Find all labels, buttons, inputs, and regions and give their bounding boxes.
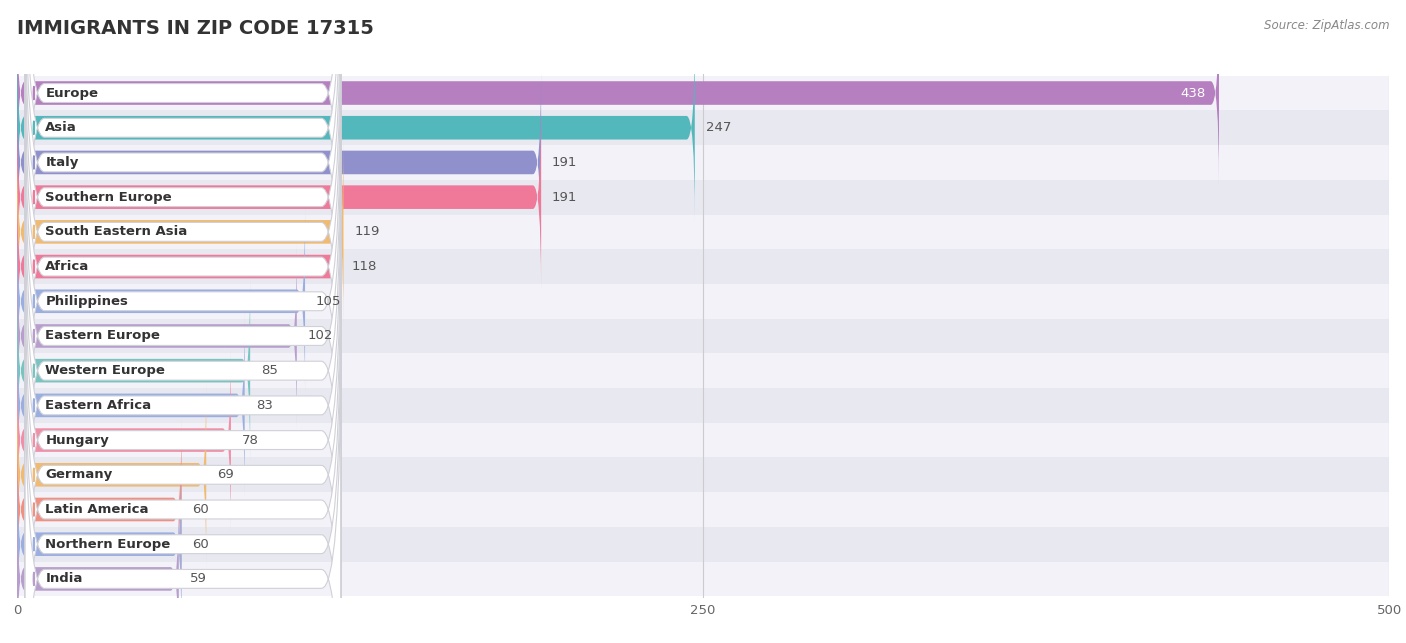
Text: Hungary: Hungary: [45, 433, 110, 447]
FancyBboxPatch shape: [25, 172, 340, 639]
Text: Eastern Africa: Eastern Africa: [45, 399, 152, 412]
FancyBboxPatch shape: [17, 180, 1389, 215]
FancyBboxPatch shape: [17, 145, 1389, 180]
Text: Asia: Asia: [45, 122, 77, 134]
Text: 119: 119: [354, 225, 380, 239]
Text: 78: 78: [242, 433, 259, 447]
Text: 438: 438: [1180, 87, 1205, 100]
FancyBboxPatch shape: [17, 492, 1389, 527]
Text: 191: 191: [553, 156, 578, 169]
FancyBboxPatch shape: [25, 0, 340, 327]
Text: Italy: Italy: [45, 156, 79, 169]
FancyBboxPatch shape: [17, 383, 207, 567]
FancyBboxPatch shape: [17, 278, 250, 463]
FancyBboxPatch shape: [17, 105, 541, 289]
FancyBboxPatch shape: [25, 0, 340, 466]
FancyBboxPatch shape: [25, 68, 340, 535]
FancyBboxPatch shape: [17, 561, 1389, 596]
Text: Eastern Europe: Eastern Europe: [45, 329, 160, 343]
FancyBboxPatch shape: [17, 111, 1389, 145]
FancyBboxPatch shape: [17, 313, 245, 498]
FancyBboxPatch shape: [17, 527, 1389, 561]
Text: 59: 59: [190, 572, 207, 585]
Text: South Eastern Asia: South Eastern Asia: [45, 225, 187, 239]
FancyBboxPatch shape: [17, 417, 181, 602]
Text: 118: 118: [352, 260, 377, 273]
Text: 60: 60: [193, 503, 209, 516]
FancyBboxPatch shape: [17, 209, 305, 394]
FancyBboxPatch shape: [17, 70, 541, 255]
Text: 102: 102: [308, 329, 333, 343]
Text: Philippines: Philippines: [45, 294, 128, 308]
Text: 83: 83: [256, 399, 273, 412]
FancyBboxPatch shape: [17, 422, 1389, 457]
FancyBboxPatch shape: [17, 1, 1219, 185]
Text: 105: 105: [316, 294, 342, 308]
Text: Western Europe: Western Europe: [45, 364, 166, 377]
FancyBboxPatch shape: [17, 249, 1389, 284]
FancyBboxPatch shape: [25, 206, 340, 643]
FancyBboxPatch shape: [17, 284, 1389, 319]
FancyBboxPatch shape: [25, 0, 340, 431]
Text: Source: ZipAtlas.com: Source: ZipAtlas.com: [1264, 19, 1389, 32]
FancyBboxPatch shape: [25, 102, 340, 570]
FancyBboxPatch shape: [17, 388, 1389, 422]
FancyBboxPatch shape: [17, 244, 297, 428]
FancyBboxPatch shape: [17, 76, 1389, 111]
FancyBboxPatch shape: [25, 0, 340, 396]
FancyBboxPatch shape: [17, 348, 231, 532]
FancyBboxPatch shape: [17, 174, 340, 359]
FancyBboxPatch shape: [17, 487, 179, 643]
Text: Africa: Africa: [45, 260, 90, 273]
Text: Northern Europe: Northern Europe: [45, 538, 170, 550]
Text: Germany: Germany: [45, 468, 112, 482]
Text: 85: 85: [262, 364, 278, 377]
FancyBboxPatch shape: [17, 353, 1389, 388]
FancyBboxPatch shape: [25, 241, 340, 643]
Text: India: India: [45, 572, 83, 585]
FancyBboxPatch shape: [25, 345, 340, 643]
FancyBboxPatch shape: [17, 452, 181, 637]
Text: Europe: Europe: [45, 87, 98, 100]
FancyBboxPatch shape: [17, 35, 695, 220]
Text: 191: 191: [553, 190, 578, 204]
Text: 60: 60: [193, 538, 209, 550]
Text: Southern Europe: Southern Europe: [45, 190, 172, 204]
Text: 69: 69: [217, 468, 233, 482]
Text: 247: 247: [706, 122, 731, 134]
FancyBboxPatch shape: [17, 140, 343, 324]
FancyBboxPatch shape: [25, 33, 340, 500]
FancyBboxPatch shape: [17, 457, 1389, 492]
Text: Latin America: Latin America: [45, 503, 149, 516]
FancyBboxPatch shape: [17, 319, 1389, 353]
FancyBboxPatch shape: [25, 0, 340, 361]
FancyBboxPatch shape: [25, 276, 340, 643]
FancyBboxPatch shape: [25, 311, 340, 643]
Text: IMMIGRANTS IN ZIP CODE 17315: IMMIGRANTS IN ZIP CODE 17315: [17, 19, 374, 39]
FancyBboxPatch shape: [17, 215, 1389, 249]
FancyBboxPatch shape: [25, 137, 340, 604]
